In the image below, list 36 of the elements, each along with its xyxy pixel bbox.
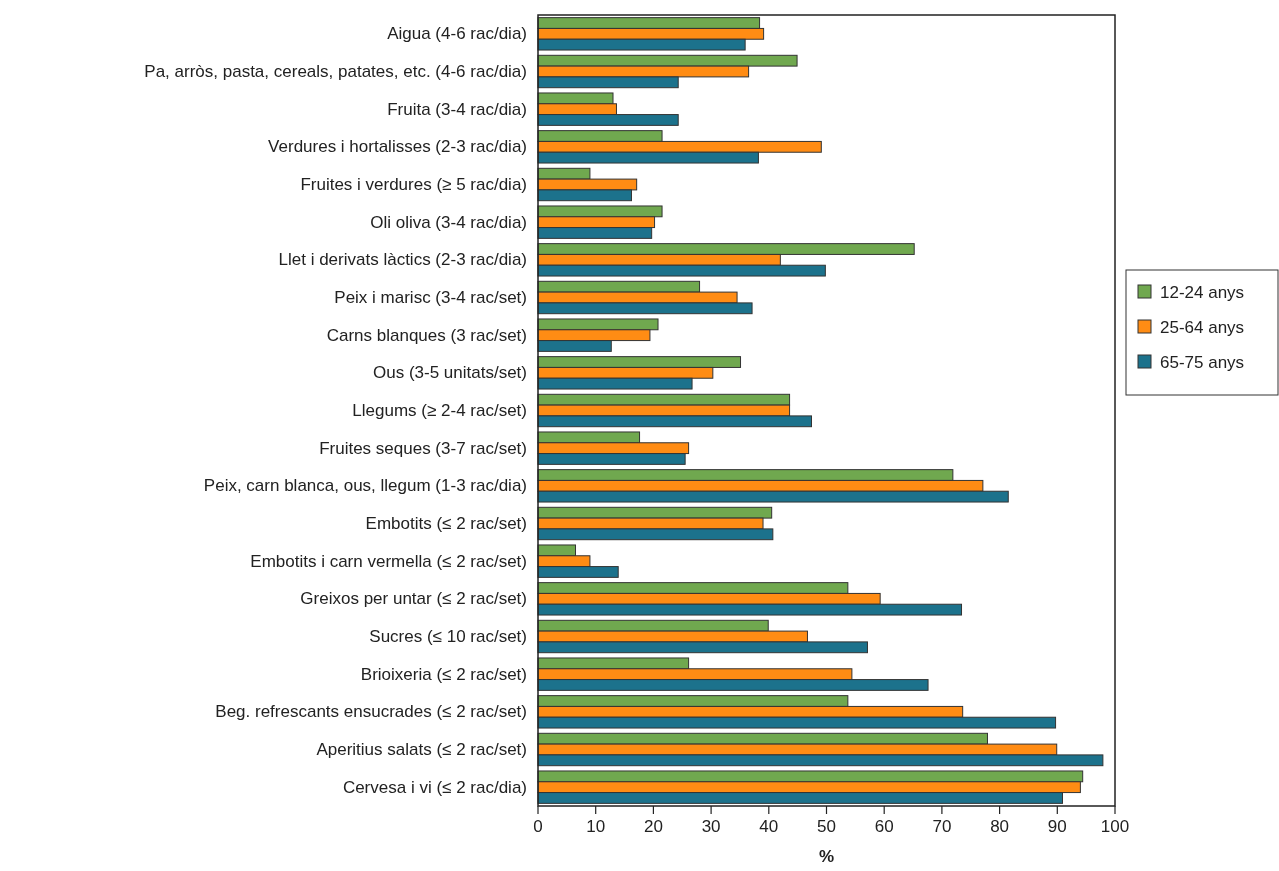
x-tick-label: 20 [643, 817, 663, 836]
x-tick-label: 10 [586, 817, 606, 836]
legend-label: 25-64 anys [1160, 317, 1245, 337]
y-tick-label: Sucres (≤ 10 rac/set) [369, 627, 527, 646]
y-tick-label: Peix, carn blanca, ous, llegum (1-3 rac/dia) [203, 476, 527, 496]
x-tick-label: 0 [533, 817, 543, 836]
x-tick-label: 90 [1047, 817, 1067, 836]
y-tick-label: Aigua (4-6 rac/dia) [387, 24, 527, 44]
y-tick-label: Llegums (≥ 2-4 rac/set) [352, 401, 527, 420]
y-tick-label: Beg. refrescants ensucrades (≤ 2 rac/set) [215, 702, 527, 722]
y-tick-label: Cervesa i vi (≤ 2 rac/dia) [342, 777, 527, 797]
y-tick-label: Llet i derivats làctics (2-3 rac/dia) [278, 250, 527, 270]
x-tick-label: 40 [759, 817, 779, 836]
y-tick-label: Oli oliva (3-4 rac/dia) [370, 212, 527, 232]
x-tick-label: 70 [932, 817, 952, 836]
x-axis-title: % [818, 847, 835, 866]
y-tick-label: Greixos per untar (≤ 2 rac/set) [300, 589, 527, 609]
x-tick-label: 60 [874, 817, 894, 836]
y-tick-label: Embotits i carn vermella (≤ 2 rac/set) [250, 551, 527, 571]
y-tick-label: Aperitius salats (≤ 2 rac/set) [316, 740, 527, 759]
x-tick-label: 30 [701, 817, 721, 836]
x-tick-label: 100 [1100, 817, 1130, 836]
y-tick-label: Fruites i verdures (≥ 5 rac/dia) [300, 175, 527, 194]
legend-label: 12-24 anys [1160, 282, 1245, 302]
y-tick-label: Ous (3-5 unitats/set) [372, 363, 527, 383]
y-tick-label: Pa, arròs, pasta, cereals, patates, etc. (4-6 rac/dia) [144, 62, 527, 81]
y-tick-label: Verdures i hortalisses (2-3 rac/dia) [268, 137, 527, 157]
y-tick-label: Fruita (3-4 rac/dia) [387, 99, 527, 119]
x-tick-label: 50 [817, 817, 836, 836]
y-tick-label: Carns blanques (3 rac/set) [326, 325, 527, 345]
y-tick-label: Fruites seques (3-7 rac/set) [319, 438, 527, 458]
y-tick-label: Peix i marisc (3-4 rac/set) [334, 288, 527, 307]
legend-label: 65-75 anys [1160, 352, 1245, 372]
y-tick-label: Embotits (≤ 2 rac/set) [365, 514, 527, 533]
x-tick-label: 80 [990, 817, 1010, 836]
y-tick-label: Brioixeria (≤ 2 rac/set) [360, 664, 527, 684]
